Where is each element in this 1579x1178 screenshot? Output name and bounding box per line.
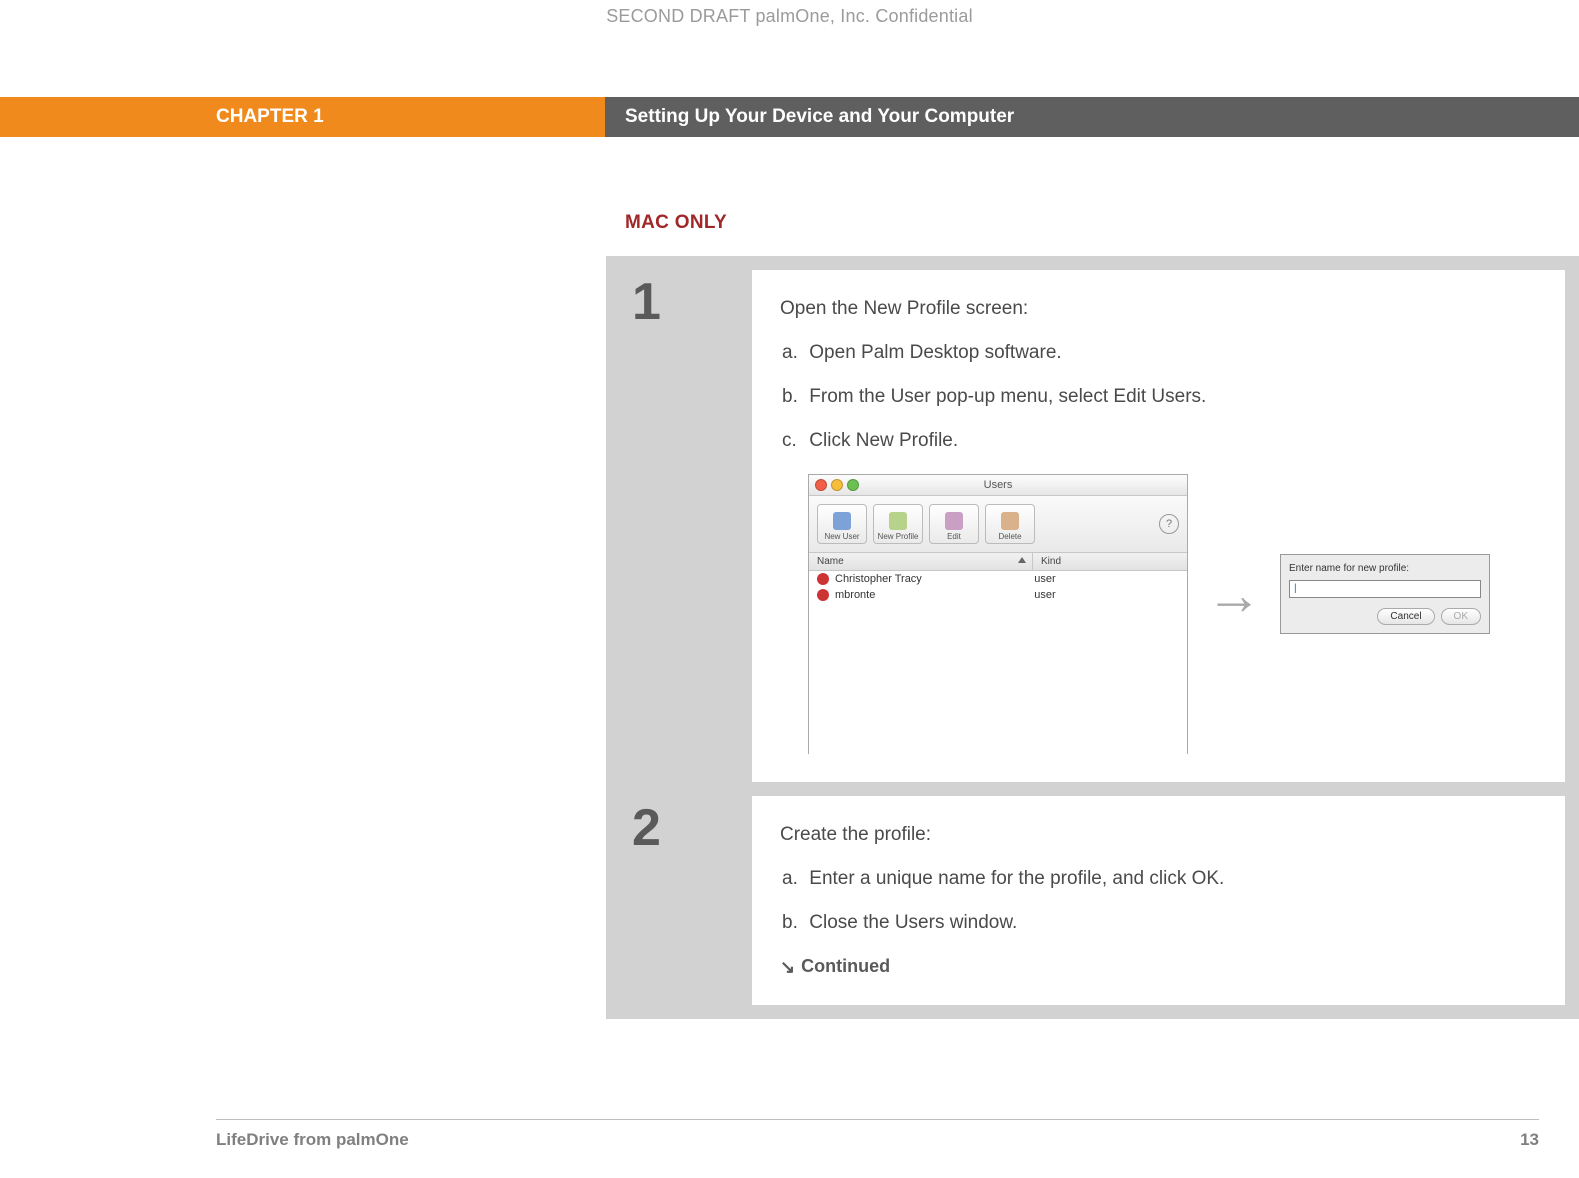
table-row[interactable]: mbronte user (809, 587, 1187, 603)
toolbar-label: Delete (998, 532, 1021, 541)
step-1-a: a. Open Palm Desktop software. (780, 342, 1537, 364)
arrow-right-icon: → (1206, 562, 1262, 627)
step-1-c: c. Click New Profile. (780, 430, 1537, 452)
chapter-title: Setting Up Your Device and Your Computer (605, 97, 1579, 137)
delete-icon (1001, 512, 1019, 530)
column-kind[interactable]: Kind (1033, 553, 1187, 570)
step-number-2: 2 (620, 796, 752, 1005)
users-window-title: Users (809, 479, 1187, 491)
ok-button[interactable]: OK (1441, 608, 1481, 625)
cancel-button[interactable]: Cancel (1377, 608, 1434, 625)
column-name-label: Name (817, 556, 844, 567)
help-icon[interactable]: ? (1159, 514, 1179, 534)
new-user-icon (833, 512, 851, 530)
step-1-body: Open the New Profile screen: a. Open Pal… (752, 270, 1565, 782)
page-footer: LifeDrive from palmOne 13 (216, 1119, 1539, 1150)
list-label: a. (782, 868, 804, 890)
step-1-b: b. From the User pop-up menu, select Edi… (780, 386, 1537, 408)
step-1-images: Users New User New Profile (808, 474, 1537, 754)
list-label: a. (782, 342, 804, 364)
continued-arrow-icon: ↘ (780, 957, 795, 978)
dialog-buttons: Cancel OK (1289, 608, 1481, 625)
steps-container: 1 Open the New Profile screen: a. Open P… (606, 256, 1579, 1019)
edit-icon (945, 512, 963, 530)
draft-header: SECOND DRAFT palmOne, Inc. Confidential (0, 0, 1579, 27)
continued-label: Continued (801, 956, 890, 977)
footer-product: LifeDrive from palmOne (216, 1130, 409, 1150)
document-page: SECOND DRAFT palmOne, Inc. Confidential … (0, 0, 1579, 1178)
edit-button[interactable]: Edit (929, 504, 979, 544)
users-toolbar: New User New Profile Edit (809, 496, 1187, 553)
user-kind: user (1034, 573, 1179, 585)
new-user-button[interactable]: New User (817, 504, 867, 544)
table-row[interactable]: Christopher Tracy user (809, 571, 1187, 587)
dialog-label: Enter name for new profile: (1289, 563, 1481, 574)
step-2-body: Create the profile: a. Enter a unique na… (752, 796, 1565, 1005)
list-text: From the User pop-up menu, select Edit U… (809, 386, 1206, 407)
sort-asc-icon (1018, 557, 1026, 563)
users-columns-header: Name Kind (809, 553, 1187, 571)
profile-name-input[interactable]: | (1289, 580, 1481, 598)
list-text: Enter a unique name for the profile, and… (809, 868, 1224, 889)
list-label: b. (782, 912, 804, 934)
toolbar-label: Edit (947, 532, 961, 541)
user-icon (817, 589, 829, 601)
chapter-bar: CHAPTER 1 Setting Up Your Device and You… (0, 97, 1579, 137)
footer-page-number: 13 (1520, 1130, 1539, 1150)
new-profile-button[interactable]: New Profile (873, 504, 923, 544)
users-titlebar: Users (809, 475, 1187, 496)
mac-only-heading: MAC ONLY (625, 212, 1579, 234)
new-profile-icon (889, 512, 907, 530)
continued-indicator: ↘ Continued (780, 956, 1537, 977)
toolbar-label: New Profile (878, 532, 919, 541)
list-label: c. (782, 430, 804, 452)
chapter-label-block: CHAPTER 1 (0, 97, 605, 137)
step-2: 2 Create the profile: a. Enter a unique … (620, 796, 1565, 1005)
user-kind: user (1034, 589, 1179, 601)
step-number-1: 1 (620, 270, 752, 782)
toolbar-label: New User (824, 532, 859, 541)
step-2-lead: Create the profile: (780, 824, 1537, 846)
step-1-lead: Open the New Profile screen: (780, 298, 1537, 320)
list-text: Open Palm Desktop software. (809, 342, 1061, 363)
column-name[interactable]: Name (809, 553, 1033, 570)
step-2-a: a. Enter a unique name for the profile, … (780, 868, 1537, 890)
list-text: Click New Profile. (809, 430, 958, 451)
user-name: mbronte (835, 589, 875, 601)
user-name: Christopher Tracy (835, 573, 922, 585)
step-2-b: b. Close the Users window. (780, 912, 1537, 934)
users-list: Christopher Tracy user mbronte user (809, 571, 1187, 759)
new-profile-dialog: Enter name for new profile: | Cancel OK (1280, 554, 1490, 634)
user-icon (817, 573, 829, 585)
list-text: Close the Users window. (809, 912, 1017, 933)
list-label: b. (782, 386, 804, 408)
users-window: Users New User New Profile (808, 474, 1188, 754)
chapter-label: CHAPTER 1 (216, 106, 324, 128)
step-1: 1 Open the New Profile screen: a. Open P… (620, 270, 1565, 782)
delete-button[interactable]: Delete (985, 504, 1035, 544)
